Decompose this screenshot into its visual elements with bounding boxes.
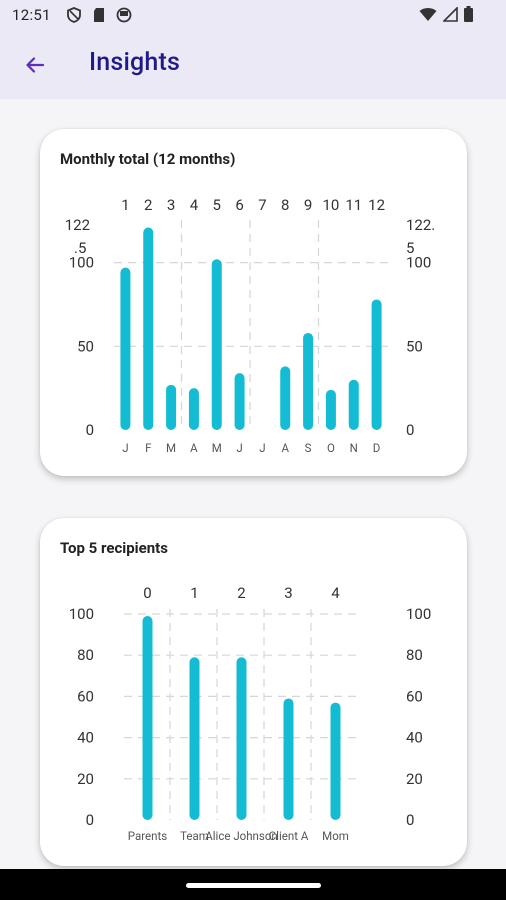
category-label: A [281, 441, 289, 455]
shield-icon [67, 7, 81, 23]
y-tick-label-right: 100 [406, 605, 431, 623]
bar [303, 332, 314, 430]
recipients-card-title: Top 5 recipients [60, 539, 168, 557]
top-index-label: 9 [304, 196, 312, 214]
top-index-label: 7 [258, 196, 266, 214]
page-title: Insights [89, 48, 181, 77]
bar [280, 366, 291, 430]
back-button[interactable] [18, 48, 52, 82]
y-tick-label-right: 0 [406, 421, 414, 439]
y-max-label-left-2: .5 [74, 239, 86, 257]
category-label: F [145, 441, 152, 455]
top-index-label: 4 [331, 584, 340, 602]
bar [330, 702, 341, 820]
top-index-label: 1 [190, 584, 198, 602]
top-index-label: 0 [143, 584, 151, 602]
category-label: Mom [322, 829, 349, 843]
y-tick-label-right: 100 [406, 254, 431, 272]
signal-icon [443, 6, 458, 22]
y-tick-label-right: 40 [406, 729, 423, 747]
wifi-icon [419, 7, 437, 21]
y-tick-label-left: 80 [77, 646, 94, 664]
top-index-label: 3 [167, 196, 175, 214]
category-label: O [327, 441, 335, 455]
top-index-label: 6 [235, 196, 243, 214]
bar [143, 227, 154, 430]
y-tick-label-left: 100 [69, 254, 94, 272]
y-tick-label-left: 50 [77, 337, 94, 355]
monthly-card-title: Monthly total (12 months) [60, 150, 236, 168]
bar [348, 379, 359, 430]
bar [234, 373, 245, 430]
bar [120, 267, 131, 430]
bar [166, 384, 177, 430]
category-label: J [236, 441, 242, 455]
top-index-label: 3 [284, 584, 292, 602]
category-label: Team [180, 829, 209, 843]
category-label: M [212, 441, 222, 455]
top-index-label: 4 [190, 196, 199, 214]
status-bar: 12:51 [0, 0, 506, 32]
arrow-back-icon [26, 57, 45, 73]
category-label: S [305, 441, 312, 455]
y-tick-label-left: 40 [77, 729, 94, 747]
home-handle[interactable] [186, 883, 321, 888]
category-label: J [122, 441, 128, 455]
y-tick-label-left: 0 [86, 421, 94, 439]
category-label: A [190, 441, 198, 455]
top-index-label: 5 [213, 196, 221, 214]
top-index-label: 2 [144, 196, 152, 214]
category-label: M [166, 441, 176, 455]
category-label: J [259, 441, 265, 455]
y-tick-label-right: 60 [406, 687, 423, 705]
bar [236, 657, 247, 820]
y-tick-label-left: 60 [77, 687, 94, 705]
status-time: 12:51 [12, 6, 51, 24]
y-tick-label-left: 20 [77, 770, 94, 788]
top-index-label: 12 [368, 196, 385, 214]
y-max-label-right: 122. [406, 216, 435, 234]
bar [189, 657, 200, 820]
top-index-label: 11 [345, 196, 362, 214]
bar [188, 388, 199, 430]
app-bar: Insights [0, 32, 506, 99]
y-max-label-right-2: 5 [406, 239, 414, 257]
navigation-bar [0, 869, 506, 900]
bar [142, 616, 153, 820]
category-label: Parents [128, 829, 167, 843]
top-index-label: 8 [281, 196, 289, 214]
y-tick-label-right: 50 [406, 337, 423, 355]
y-tick-label-left: 0 [86, 811, 94, 829]
top-recipients-chart: 0 0 20 20 40 40 60 60 80 80 100 100 Parents 0 Team 1 Ali… [69, 584, 432, 843]
category-label: Alice Johnson [205, 829, 278, 843]
top-index-label: 1 [121, 196, 129, 214]
category-label: Client A [269, 829, 309, 843]
status-left-icons [66, 7, 132, 23]
y-max-label-left: 122 [65, 216, 90, 234]
sd-card-icon [94, 8, 104, 22]
y-tick-label-right: 20 [406, 770, 423, 788]
y-tick-label-right: 0 [406, 811, 414, 829]
status-right-icons [419, 6, 473, 22]
y-tick-label-left: 100 [69, 605, 94, 623]
category-label: D [373, 441, 381, 455]
top-recipients-card: Top 5 recipients 0 0 20 20 40 40 60 60 80 80 100 10… [40, 518, 467, 866]
monthly-total-card: Monthly total (12 months) 0 0 50 50 100 100 12… [40, 129, 467, 476]
bar [211, 259, 222, 430]
category-label: N [350, 441, 358, 455]
bar [325, 389, 336, 430]
vpn-icon [116, 7, 132, 23]
top-index-label: 10 [322, 196, 339, 214]
bar [371, 299, 382, 430]
bar [283, 698, 294, 820]
y-tick-label-right: 80 [406, 646, 423, 664]
top-index-label: 2 [237, 584, 245, 602]
battery-icon [464, 6, 473, 22]
